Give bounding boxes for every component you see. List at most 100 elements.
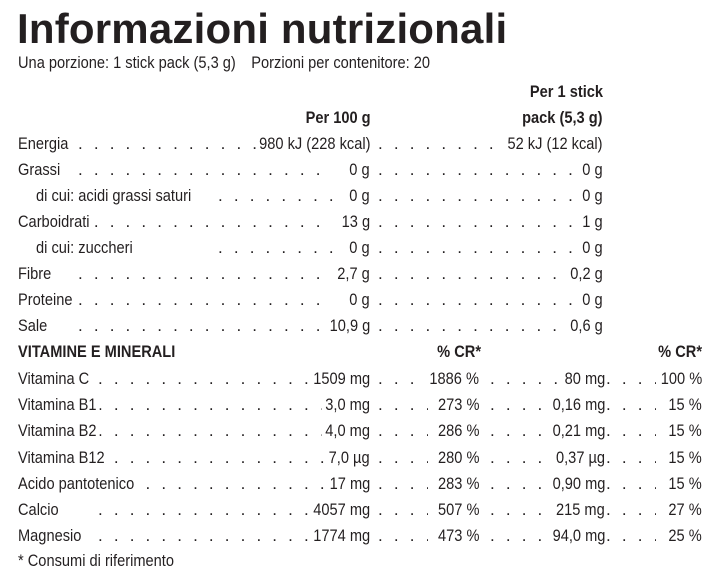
vitamin-cr-stick: 25 % [665,525,702,548]
nutrient-per-stick: 1 g [579,211,603,233]
vitamin-cr-100g: 1886 % [426,368,481,390]
leader-dots: . . . . . . . . . . . . . . . . . . . . … [98,500,328,519]
leader-dots: . . . . . . . . . . . . . . . . . . . . … [218,186,338,205]
leader-dots: . . . . . . . . . . . . . . . . . . . . … [606,395,656,415]
vitamin-cr-stick: 15 % [665,446,702,469]
vitamin-label: Calcio [18,499,63,521]
vitamin-per-stick: 0,37 µg [552,446,605,469]
nutrient-label: Carboidrati [18,211,93,233]
vitamin-cr-stick: 27 % [665,499,702,521]
vitamin-label: Magnesio [18,525,85,548]
leader-dots: . . . . . . . . . . . . . . . . . . . . … [490,500,560,519]
nutrient-label: Energia [18,133,72,155]
nutrient-per-stick: 0 g [579,185,603,207]
leader-dots: . . . . . . . . . . . . . . . . . . . . … [378,238,578,257]
vitamin-row: . . . . . . . . . . . . . . . . . . . . … [18,525,708,548]
leader-dots: . . . . . . . . . . . . . . . . . . . . … [490,447,560,467]
vitamin-per-100g: 4,0 mg [321,420,370,443]
nutrient-row: . . . . . . . . . . . . . . . . . . . . … [18,185,708,207]
nutrient-per-stick: 0 g [579,237,603,259]
nutrient-per-100g: 13 g [338,211,370,233]
vitamin-row: . . . . . . . . . . . . . . . . . . . . … [18,368,708,390]
leader-dots: . . . . . . . . . . . . . . . . . . . . … [378,447,428,467]
leader-dots: . . . . . . . . . . . . . . . . . . . . … [378,316,578,335]
nutrient-per-100g: 0 g [346,159,370,181]
vitamin-cr-100g: 273 % [434,394,481,417]
nutrient-per-100g: 2,7 g [334,263,370,285]
vitamin-row: . . . . . . . . . . . . . . . . . . . . … [18,446,708,469]
vitamin-per-stick: 215 mg [552,499,605,521]
leader-dots: . . . . . . . . . . . . . . . . . . . . … [490,369,560,388]
leader-dots: . . . . . . . . . . . . . . . . . . . . … [490,473,560,493]
vitamin-per-stick: 94,0 mg [548,525,605,548]
leader-dots: . . . . . . . . . . . . . . . . . . . . … [378,290,578,309]
vitamin-cr-100g: 507 % [434,499,481,521]
vitamin-per-100g: 1774 mg [309,525,370,548]
vitamin-row: . . . . . . . . . . . . . . . . . . . . … [18,394,708,417]
vitamin-label: Vitamina C [18,368,93,390]
vitamin-per-100g: 4057 mg [309,499,370,521]
vitamin-label: Vitamina B2 [18,420,101,443]
vitamins-header-row: VITAMINE E MINERALI % CR* % CR* [18,341,708,363]
nutrient-per-100g: 0 g [346,289,370,311]
nutrient-row: . . . . . . . . . . . . . . . . . . . . … [18,237,708,259]
leader-dots: . . . . . . . . . . . . . . . . . . . . … [378,500,428,519]
nutrient-label: Sale [18,315,51,337]
leader-dots: . . . . . . . . . . . . . . . . . . . . … [378,395,428,415]
leader-dots: . . . . . . . . . . . . . . . . . . . . … [378,264,578,283]
vitamin-cr-stick: 15 % [665,472,702,495]
leader-dots: . . . . . . . . . . . . . . . . . . . . … [378,186,578,205]
leader-dots: . . . . . . . . . . . . . . . . . . . . … [606,526,656,546]
leader-dots: . . . . . . . . . . . . . . . . . . . . … [78,316,328,335]
leader-dots: . . . . . . . . . . . . . . . . . . . . … [78,212,328,231]
vitamin-label: Vitamina B1 [18,394,101,417]
vitamin-label: Vitamina B12 [18,446,109,469]
vitamin-cr-100g: 283 % [434,472,481,495]
vitamin-cr-100g: 286 % [434,420,481,443]
column-header-per-stick-line2: pack (5,3 g) [522,108,603,127]
leader-dots: . . . . . . . . . . . . . . . . . . . . … [606,447,656,467]
nutrient-label: di cui: zuccheri [36,237,137,259]
vitamin-cr-100g: 280 % [434,446,481,469]
page-title: Informazioni nutrizionali [17,5,508,52]
leader-dots: . . . . . . . . . . . . . . . . . . . . … [378,160,578,179]
nutrient-per-100g: 0 g [346,185,370,207]
nutrient-per-100g: 980 kJ (228 kcal) [255,133,370,155]
nutrient-label: Proteine [18,289,76,311]
nutrient-row: . . . . . . . . . . . . . . . . . . . . … [18,263,708,285]
vitamin-cr-stick: 15 % [665,394,702,417]
leader-dots: . . . . . . . . . . . . . . . . . . . . … [78,290,328,309]
nutrient-row: . . . . . . . . . . . . . . . . . . . . … [18,133,708,155]
leader-dots: . . . . . . . . . . . . . . . . . . . . … [378,369,428,388]
nutrient-row: . . . . . . . . . . . . . . . . . . . . … [18,211,708,233]
vitamin-cr-stick: 15 % [665,420,702,443]
vitamin-row: . . . . . . . . . . . . . . . . . . . . … [18,420,708,443]
vitamin-row: . . . . . . . . . . . . . . . . . . . . … [18,499,708,521]
leader-dots: . . . . . . . . . . . . . . . . . . . . … [490,395,560,415]
vitamin-per-stick: 0,21 mg [548,420,605,443]
leader-dots: . . . . . . . . . . . . . . . . . . . . … [78,160,328,179]
vitamin-per-100g: 7,0 µg [325,446,370,469]
vitamin-per-100g: 3,0 mg [321,394,370,417]
leader-dots: . . . . . . . . . . . . . . . . . . . . … [490,526,560,546]
nutrient-label: Grassi [18,159,64,181]
leader-dots: . . . . . . . . . . . . . . . . . . . . … [98,526,328,546]
leader-dots: . . . . . . . . . . . . . . . . . . . . … [606,500,656,519]
column-header-per-stick-line1: Per 1 stick [529,82,603,101]
nutrient-per-stick: 0,2 g [567,263,603,285]
leader-dots: . . . . . . . . . . . . . . . . . . . . … [98,447,328,467]
nutrient-per-100g: 0 g [346,237,370,259]
nutrient-label: Fibre [18,263,55,285]
cr-header-per-100g: % CR* [437,342,481,361]
vitamins-heading: VITAMINE E MINERALI [18,342,176,361]
leader-dots: . . . . . . . . . . . . . . . . . . . . … [606,473,656,493]
leader-dots: . . . . . . . . . . . . . . . . . . . . … [606,369,656,388]
leader-dots: . . . . . . . . . . . . . . . . . . . . … [98,369,328,388]
vitamin-row: . . . . . . . . . . . . . . . . . . . . … [18,472,708,495]
serving-info: Una porzione: 1 stick pack (5,3 g) Porzio… [18,53,430,73]
leader-dots: . . . . . . . . . . . . . . . . . . . . … [606,421,656,441]
nutrient-row: . . . . . . . . . . . . . . . . . . . . … [18,159,708,181]
nutrient-row: . . . . . . . . . . . . . . . . . . . . … [18,289,708,311]
vitamin-per-stick: 80 mg [560,368,605,390]
leader-dots: . . . . . . . . . . . . . . . . . . . . … [218,238,338,257]
